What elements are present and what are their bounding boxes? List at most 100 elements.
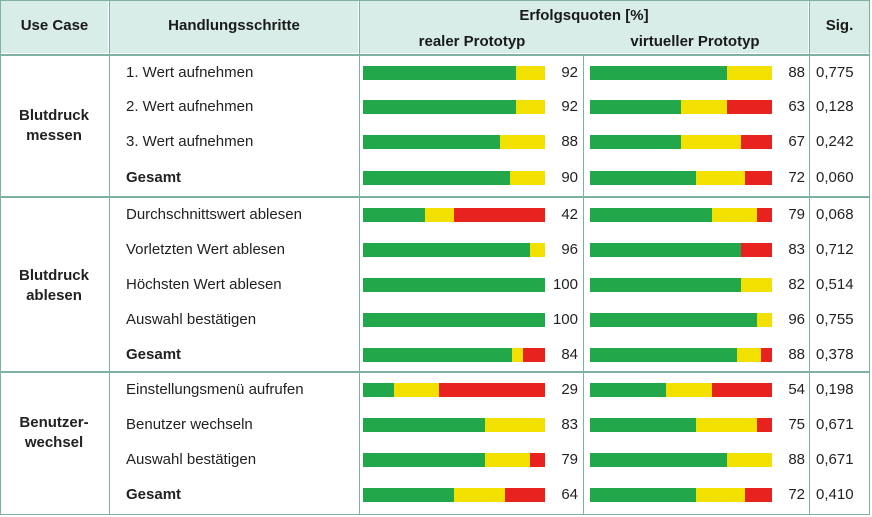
bar-segment-yellow bbox=[695, 171, 745, 185]
real-prototype-bar bbox=[363, 453, 545, 467]
header-real-prototype: realer Prototyp bbox=[418, 33, 526, 50]
step-label: 2. Wert aufnehmen bbox=[126, 98, 254, 115]
bar-segment-yellow bbox=[393, 383, 440, 397]
significance-value: 0,514 bbox=[816, 276, 854, 293]
real-prototype-bar bbox=[363, 208, 545, 222]
bar-segment-yellow bbox=[484, 453, 531, 467]
bar-segment-green bbox=[363, 383, 394, 397]
bar-segment-yellow bbox=[726, 453, 772, 467]
significance-value: 0,060 bbox=[816, 169, 854, 186]
virtual-prototype-bar bbox=[590, 243, 772, 257]
step-label: Auswahl bestätigen bbox=[126, 311, 257, 328]
virtual-prototype-bar bbox=[590, 348, 772, 362]
header-rates-cell bbox=[360, 1, 808, 53]
real-value-label: 96 bbox=[561, 241, 578, 258]
bar-segment-red bbox=[761, 348, 772, 362]
virtual-prototype-bar bbox=[590, 453, 772, 467]
divider-real-virtual bbox=[583, 56, 584, 515]
real-value-label: 83 bbox=[561, 416, 578, 433]
divider-use-case bbox=[109, 0, 110, 515]
real-prototype-bar bbox=[363, 313, 545, 327]
real-value-label: 92 bbox=[561, 98, 578, 115]
real-prototype-bar bbox=[363, 383, 545, 397]
virtual-value-label: 72 bbox=[788, 169, 805, 186]
bar-segment-red bbox=[454, 208, 545, 222]
bar-segment-yellow bbox=[726, 66, 772, 80]
bar-segment-green bbox=[590, 418, 696, 432]
header-sig: Sig. bbox=[825, 17, 854, 34]
bar-segment-green bbox=[363, 100, 516, 114]
bar-segment-green bbox=[363, 278, 545, 292]
bar-segment-yellow bbox=[515, 100, 545, 114]
bar-segment-red bbox=[530, 453, 545, 467]
bar-segment-yellow bbox=[515, 66, 545, 80]
virtual-value-label: 96 bbox=[788, 311, 805, 328]
bar-segment-green bbox=[363, 135, 500, 149]
header-steps-cell bbox=[110, 1, 358, 53]
step-label: Benutzer wechseln bbox=[126, 416, 253, 433]
real-prototype-bar bbox=[363, 488, 545, 502]
virtual-prototype-bar bbox=[590, 418, 772, 432]
bar-segment-red bbox=[726, 100, 772, 114]
significance-value: 0,671 bbox=[816, 451, 854, 468]
divider-group-1 bbox=[0, 196, 870, 198]
bar-segment-yellow bbox=[454, 488, 505, 502]
real-prototype-bar bbox=[363, 135, 545, 149]
real-value-label: 90 bbox=[561, 169, 578, 186]
bar-segment-red bbox=[744, 171, 772, 185]
bar-segment-green bbox=[590, 243, 742, 257]
real-value-label: 64 bbox=[561, 486, 578, 503]
group-label-blutdruck-messen: Blutdruck messen bbox=[18, 107, 89, 144]
bar-segment-red bbox=[523, 348, 545, 362]
header-use-case-cell bbox=[1, 1, 108, 53]
bar-segment-green bbox=[363, 453, 485, 467]
step-label: Gesamt bbox=[126, 486, 182, 503]
bar-segment-yellow bbox=[484, 418, 545, 432]
real-value-label: 84 bbox=[561, 346, 578, 363]
virtual-value-label: 88 bbox=[788, 64, 805, 81]
step-label: Höchsten Wert ablesen bbox=[126, 276, 282, 293]
group-label-blutdruck-ablesen: Blutdruck ablesen bbox=[18, 267, 89, 304]
bar-segment-green bbox=[363, 171, 511, 185]
virtual-prototype-bar bbox=[590, 313, 772, 327]
real-prototype-bar bbox=[363, 66, 545, 80]
bar-segment-yellow bbox=[510, 171, 545, 185]
bar-segment-green bbox=[363, 243, 531, 257]
bar-segment-yellow bbox=[666, 383, 712, 397]
virtual-prototype-bar bbox=[590, 66, 772, 80]
bar-segment-green bbox=[590, 66, 727, 80]
bar-segment-red bbox=[439, 383, 545, 397]
virtual-prototype-bar bbox=[590, 135, 772, 149]
bar-segment-yellow bbox=[711, 208, 758, 222]
bar-segment-yellow bbox=[757, 313, 772, 327]
real-value-label: 42 bbox=[561, 206, 578, 223]
bar-segment-yellow bbox=[424, 208, 454, 222]
group-label-benutzerwechsel: Benutzer-wechsel bbox=[19, 414, 89, 451]
virtual-value-label: 79 bbox=[788, 206, 805, 223]
divider-header bbox=[0, 54, 870, 56]
virtual-value-label: 83 bbox=[788, 241, 805, 258]
bar-segment-red bbox=[757, 418, 772, 432]
bar-segment-red bbox=[741, 243, 772, 257]
significance-value: 0,198 bbox=[816, 381, 854, 398]
real-value-label: 88 bbox=[561, 133, 578, 150]
header-steps: Handlungsschritte bbox=[168, 17, 300, 34]
significance-value: 0,671 bbox=[816, 416, 854, 433]
bar-segment-yellow bbox=[681, 100, 727, 114]
virtual-prototype-bar bbox=[590, 488, 772, 502]
virtual-value-label: 54 bbox=[788, 381, 805, 398]
real-value-label: 92 bbox=[561, 64, 578, 81]
bar-segment-green bbox=[363, 488, 454, 502]
bar-segment-green bbox=[590, 100, 681, 114]
virtual-value-label: 67 bbox=[788, 133, 805, 150]
divider-sig bbox=[809, 0, 810, 515]
bar-segment-red bbox=[711, 383, 772, 397]
header-rates: Erfolgsquoten [%] bbox=[519, 7, 649, 24]
significance-value: 0,128 bbox=[816, 98, 854, 115]
significance-value: 0,068 bbox=[816, 206, 854, 223]
significance-value: 0,775 bbox=[816, 64, 854, 81]
step-label: Durchschnittswert ablesen bbox=[126, 206, 302, 223]
bar-segment-green bbox=[363, 208, 425, 222]
bar-segment-yellow bbox=[681, 135, 742, 149]
